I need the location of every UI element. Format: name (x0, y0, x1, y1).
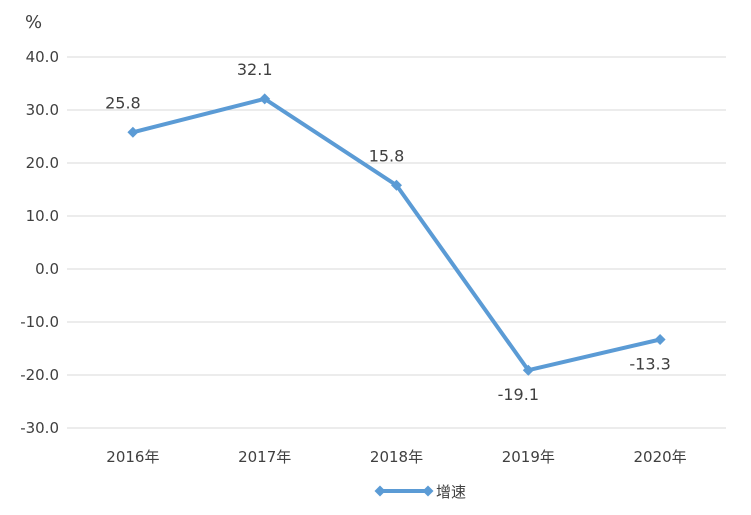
x-tick-label: 2017年 (238, 448, 291, 466)
y-tick-label: -20.0 (20, 366, 59, 384)
data-label: 15.8 (369, 146, 405, 165)
series-line (130, 96, 663, 373)
y-axis-tick-labels: 40.0 30.0 20.0 10.0 0.0 -10.0 -20.0 -30.0 (20, 48, 59, 437)
y-tick-label: 0.0 (35, 260, 59, 278)
data-point-marker (391, 179, 402, 191)
legend-marker-swatch (374, 485, 386, 497)
y-tick-label: 40.0 (26, 48, 59, 66)
y-tick-label: 20.0 (26, 154, 59, 172)
legend: 增速 (374, 483, 466, 501)
data-point-marker (654, 333, 666, 345)
data-labels: 25.8 32.1 15.8 -19.1 -13.3 (105, 60, 671, 404)
x-tick-label: 2016年 (106, 448, 159, 466)
series-line-group (127, 93, 666, 376)
x-tick-label: 2019年 (502, 448, 555, 466)
x-tick-label: 2020年 (634, 448, 687, 466)
y-tick-label: 10.0 (26, 207, 59, 225)
data-label: -19.1 (498, 385, 539, 404)
data-label: -13.3 (629, 354, 670, 373)
y-tick-label: -10.0 (20, 313, 59, 331)
y-unit-label: % (25, 12, 42, 33)
x-tick-label: 2018年 (370, 448, 423, 466)
legend-label: 增速 (436, 483, 466, 501)
gridlines (67, 56, 726, 429)
y-tick-label: 30.0 (26, 101, 59, 119)
y-tick-label: -30.0 (20, 419, 59, 437)
data-label: 25.8 (105, 93, 141, 112)
data-point-marker (522, 364, 534, 376)
data-point-marker (259, 93, 271, 105)
data-label: 32.1 (237, 60, 273, 79)
x-axis-tick-labels: 2016年 2017年 2018年 2019年 2020年 (106, 448, 686, 466)
legend-marker-swatch (422, 485, 434, 497)
data-point-marker (127, 126, 139, 138)
